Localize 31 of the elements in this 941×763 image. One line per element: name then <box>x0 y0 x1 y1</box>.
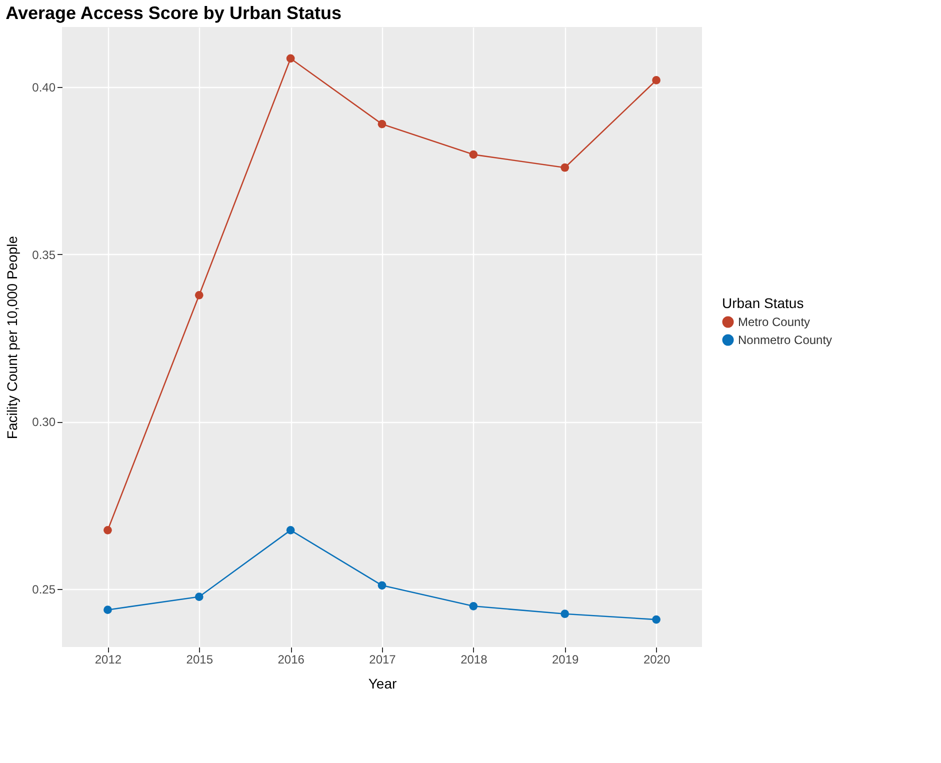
y-tick-label: 0.25 <box>32 582 56 597</box>
x-tick-label: 2012 <box>94 652 122 666</box>
point <box>378 120 386 128</box>
legend-label: Metro County <box>738 315 810 329</box>
x-tick-label: 2018 <box>460 652 488 666</box>
x-axis-title: Year <box>368 676 397 692</box>
x-tick-label: 2019 <box>552 652 580 666</box>
point <box>560 163 570 172</box>
x-tick-label: 2020 <box>643 652 670 666</box>
point <box>194 290 204 300</box>
x-tick-label: 2016 <box>278 652 305 666</box>
point <box>194 592 204 601</box>
y-tick-label: 0.35 <box>32 248 56 262</box>
point <box>104 526 112 534</box>
y-tick-label: 0.40 <box>32 80 56 94</box>
point <box>652 615 660 624</box>
point <box>104 606 112 614</box>
y-tick-label: 0.30 <box>32 415 56 430</box>
point <box>286 54 295 63</box>
x-tick-label: 2017 <box>369 652 396 666</box>
legend-label: Nonmetro County <box>738 333 832 347</box>
x-tick-label: 2015 <box>186 652 214 666</box>
point <box>286 526 295 534</box>
point <box>469 602 478 610</box>
legend-title: Urban Status <box>722 295 804 311</box>
point <box>469 150 478 159</box>
point <box>652 76 660 84</box>
point <box>560 610 570 618</box>
y-axis-title: Facility Count per 10,000 People <box>4 236 20 440</box>
chart-title: Average Access Score by Urban Status <box>6 3 342 23</box>
point <box>378 581 386 590</box>
